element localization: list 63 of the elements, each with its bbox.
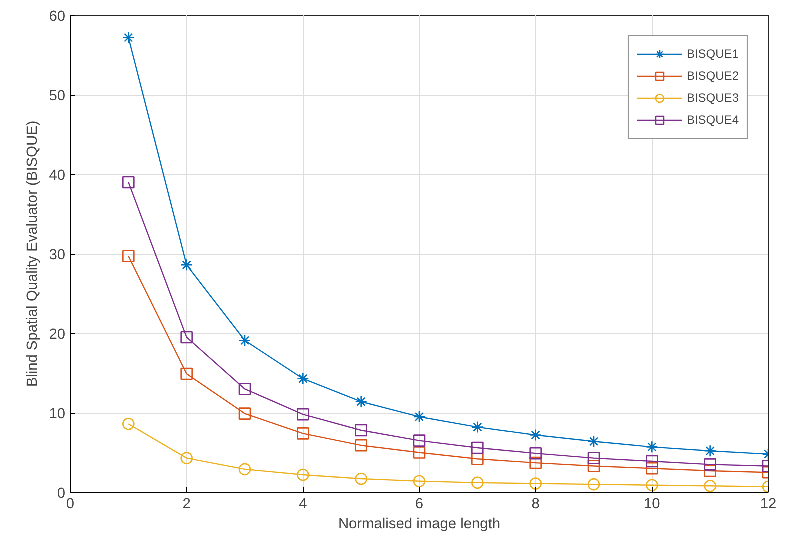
x-tick-label: 10	[644, 496, 660, 512]
legend-label: BISQUE4	[686, 113, 739, 127]
point	[297, 372, 310, 385]
point	[472, 476, 484, 490]
point	[646, 462, 658, 475]
point	[238, 383, 252, 396]
y-tick-label: 20	[49, 327, 66, 343]
point	[238, 463, 252, 476]
point	[355, 424, 368, 437]
point	[530, 456, 542, 470]
point	[122, 32, 135, 44]
y-tick-label: 40	[49, 168, 66, 184]
y-tick-label: 50	[49, 88, 66, 104]
point	[413, 475, 426, 488]
point	[646, 441, 658, 454]
point	[180, 258, 193, 272]
point	[588, 452, 600, 464]
x-tick-label: 12	[760, 496, 777, 512]
point	[530, 447, 542, 460]
point	[297, 468, 310, 482]
point	[413, 446, 426, 459]
point	[646, 455, 658, 468]
point	[704, 445, 716, 458]
point	[122, 176, 135, 189]
point	[704, 464, 716, 478]
point	[355, 439, 368, 452]
point	[297, 408, 310, 421]
point	[704, 458, 716, 471]
x-tick-label: 6	[415, 496, 424, 512]
point	[472, 421, 484, 434]
point	[355, 396, 368, 408]
point	[588, 435, 600, 448]
point	[588, 460, 600, 472]
point	[180, 452, 193, 464]
point	[472, 442, 484, 454]
y-tick-label: 30	[49, 248, 66, 264]
x-tick-label: 8	[532, 496, 540, 512]
y-tick-label: 0	[57, 486, 66, 502]
point	[180, 368, 193, 380]
legend-label: BISQUE3	[686, 91, 739, 105]
point	[646, 479, 658, 492]
x-tick-label: 4	[299, 496, 308, 512]
point	[413, 434, 426, 447]
y-tick-label: 10	[49, 406, 66, 422]
point	[122, 418, 135, 430]
point	[122, 250, 135, 263]
y-tick-label: 60	[49, 9, 66, 25]
point	[238, 334, 252, 347]
point	[297, 428, 310, 440]
point	[180, 331, 193, 344]
point	[530, 478, 542, 490]
point	[704, 480, 716, 492]
y-axis-title: Blind Spatial Quality Evaluator (BISQUE)	[25, 120, 42, 388]
point	[355, 472, 368, 486]
point	[413, 410, 426, 424]
x-tick-label: 2	[182, 496, 191, 512]
legend-label: BISQUE2	[686, 69, 739, 83]
x-axis-title: Normalised image length	[338, 516, 501, 532]
point	[238, 408, 252, 420]
point	[530, 429, 542, 442]
legend-label: BISQUE1	[686, 47, 739, 61]
point	[472, 452, 484, 466]
point	[588, 478, 600, 491]
